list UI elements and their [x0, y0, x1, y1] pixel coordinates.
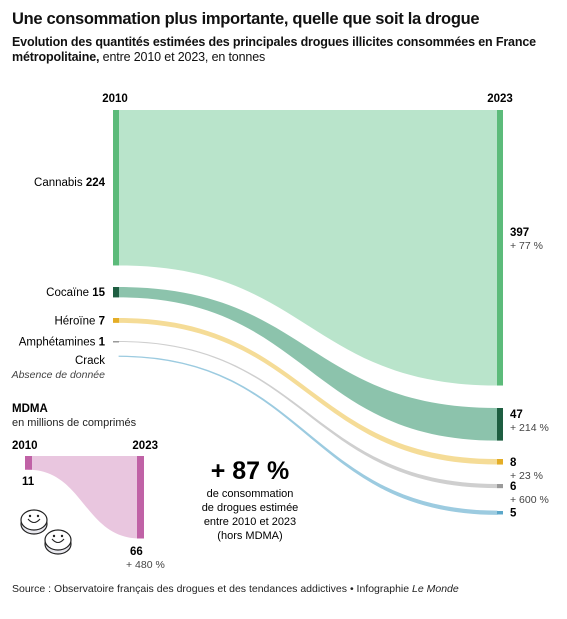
- flow-heroine: [119, 318, 497, 465]
- mdma-value-2023: 66: [130, 546, 143, 558]
- bar-2010-cannabis: [113, 110, 119, 266]
- bar-2023-cocaine: [497, 408, 503, 441]
- callout-line-2: de drogues estimée: [202, 502, 299, 514]
- mdma-year-2010: 2010: [12, 440, 38, 452]
- series-name-heroine: Héroïne: [54, 315, 98, 327]
- subtitle-light: entre 2010 et 2023, en tonnes: [99, 50, 266, 64]
- change-cannabis: + 77 %: [510, 240, 543, 252]
- pill-icon-1-smile: [27, 518, 41, 524]
- pill-icon-2-eye-left: [52, 534, 56, 538]
- callout-line-4: (hors MDMA): [217, 530, 282, 542]
- value-2023-heroine: 8: [510, 457, 517, 469]
- bar-2023-crack: [497, 511, 503, 515]
- bar-2010-cocaine: [113, 287, 119, 298]
- flow-amphetamines: [119, 341, 497, 489]
- bar-2023-amphetamines: [497, 484, 503, 489]
- mdma-year-2023: 2023: [132, 440, 158, 452]
- label-2010-amphetamines: Amphétamines 1: [19, 337, 106, 349]
- mdma-value-2010: 11: [22, 476, 35, 488]
- series-name-crack: Crack: [75, 355, 105, 367]
- series-name-cocaine: Cocaïne: [46, 287, 92, 299]
- pill-icon-2-eye-right: [60, 534, 64, 538]
- credit-text: • Infographie: [349, 583, 413, 595]
- chart-subtitle: Evolution des quantités estimées des pri…: [12, 35, 552, 65]
- label-2010-cannabis: Cannabis 224: [34, 177, 106, 189]
- label-2010-cocaine: Cocaïne 15: [46, 287, 105, 299]
- value-2023-amphetamines: 6: [510, 481, 516, 493]
- value-2010-cocaine: 15: [92, 287, 105, 299]
- flow-cannabis: [119, 110, 497, 386]
- year-label-2023: 2023: [487, 93, 513, 105]
- mdma-bar-2023: [137, 456, 144, 539]
- change-cocaine: + 214 %: [510, 422, 549, 434]
- flow-cocaine: [119, 287, 497, 441]
- value-2023-cannabis: 397: [510, 227, 529, 239]
- mdma-flow: [28, 456, 140, 539]
- source-text: Source : Observatoire français des drogu…: [12, 583, 348, 595]
- pill-icon-1-top: [20, 509, 48, 531]
- year-label-2010: 2010: [102, 93, 128, 105]
- callout-line-1: de consommation: [207, 488, 294, 500]
- bar-2023-heroine: [497, 459, 503, 465]
- callout-big: + 87 %: [211, 457, 290, 485]
- pill-icon-1-eye-right: [36, 514, 40, 518]
- mdma-bar-2010: [25, 456, 32, 470]
- mdma-change: + 480 %: [126, 559, 165, 571]
- note-crack: Absence de donnée: [11, 369, 106, 381]
- credit-italic: Le Monde: [412, 583, 459, 595]
- bar-2010-heroine: [113, 318, 119, 323]
- mdma-subtitle: en millions de comprimés: [12, 417, 137, 429]
- value-2010-cannabis: 224: [86, 177, 106, 189]
- value-2023-cocaine: 47: [510, 409, 523, 421]
- callout-line-3: entre 2010 et 2023: [204, 516, 296, 528]
- series-name-amphetamines: Amphétamines: [19, 337, 99, 349]
- subtitle-bold: Evolution des quantités estimées des pri…: [12, 35, 536, 64]
- bar-2023-cannabis: [497, 110, 503, 386]
- pill-icon-2-smile: [51, 538, 65, 544]
- value-2023-crack: 5: [510, 508, 517, 520]
- pill-icon-2-top: [44, 529, 72, 551]
- page-title: Une consommation plus importante, quelle…: [12, 10, 480, 28]
- label-2010-heroine: Héroïne 7: [54, 315, 105, 327]
- source-line: Source : Observatoire français des drogu…: [12, 583, 459, 595]
- pill-icon-1-eye-left: [28, 514, 32, 518]
- series-name-cannabis: Cannabis: [34, 177, 86, 189]
- value-2010-amphetamines: 1: [99, 337, 106, 349]
- mdma-title: MDMA: [12, 403, 48, 415]
- change-heroine: + 23 %: [510, 470, 543, 482]
- bar-2010-amphetamines: [113, 341, 119, 343]
- change-amphetamines: + 600 %: [510, 494, 549, 506]
- value-2010-heroine: 7: [99, 315, 105, 327]
